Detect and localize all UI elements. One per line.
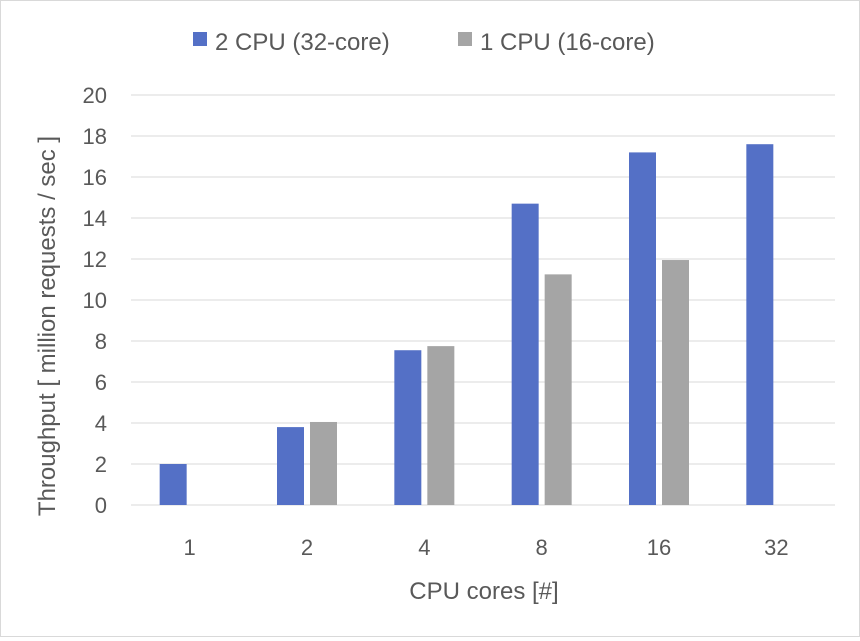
bar-2cpu-4 (394, 350, 422, 505)
y-tick-label: 12 (83, 247, 107, 272)
y-tick-label: 10 (83, 288, 107, 313)
y-tick-label: 18 (83, 124, 107, 149)
y-tick-label: 8 (95, 329, 107, 354)
legend: 2 CPU (32-core) 1 CPU (16-core) (193, 29, 655, 56)
x-tick-label: 16 (647, 535, 671, 560)
bar-2cpu-32 (746, 144, 774, 505)
x-tick-label: 1 (184, 535, 196, 560)
y-axis-ticks: 0 2 4 6 8 10 12 14 16 18 20 (83, 83, 107, 518)
bar-2cpu-1 (159, 464, 187, 505)
gridlines (131, 94, 835, 506)
bars (159, 144, 774, 505)
legend-swatch-2cpu (193, 32, 207, 46)
bar-1cpu-8 (544, 274, 572, 505)
y-tick-label: 0 (95, 493, 107, 518)
bar-1cpu-16 (662, 260, 689, 505)
bar-2cpu-8 (511, 203, 539, 505)
y-tick-label: 2 (95, 452, 107, 477)
legend-swatch-1cpu (458, 32, 472, 46)
bar-1cpu-4 (427, 346, 455, 505)
y-tick-label: 4 (95, 411, 107, 436)
legend-label-1cpu: 1 CPU (16-core) (480, 29, 655, 56)
x-tick-label: 4 (418, 535, 430, 560)
bar-1cpu-2 (310, 421, 337, 505)
bar-2cpu-2 (277, 427, 304, 505)
x-axis-title: CPU cores [#] (409, 578, 558, 605)
y-tick-label: 20 (83, 83, 107, 108)
x-tick-label: 2 (301, 535, 313, 560)
x-tick-label: 8 (536, 535, 548, 560)
y-tick-label: 14 (83, 206, 107, 231)
x-tick-label: 32 (764, 535, 788, 560)
legend-label-2cpu: 2 CPU (32-core) (215, 29, 390, 56)
y-tick-label: 6 (95, 370, 107, 395)
y-axis-title: Throughput [ million requests / sec ] (34, 136, 61, 516)
y-tick-label: 16 (83, 165, 107, 190)
bar-2cpu-16 (629, 152, 656, 505)
x-axis-ticks: 1 2 4 8 16 32 (184, 535, 789, 560)
